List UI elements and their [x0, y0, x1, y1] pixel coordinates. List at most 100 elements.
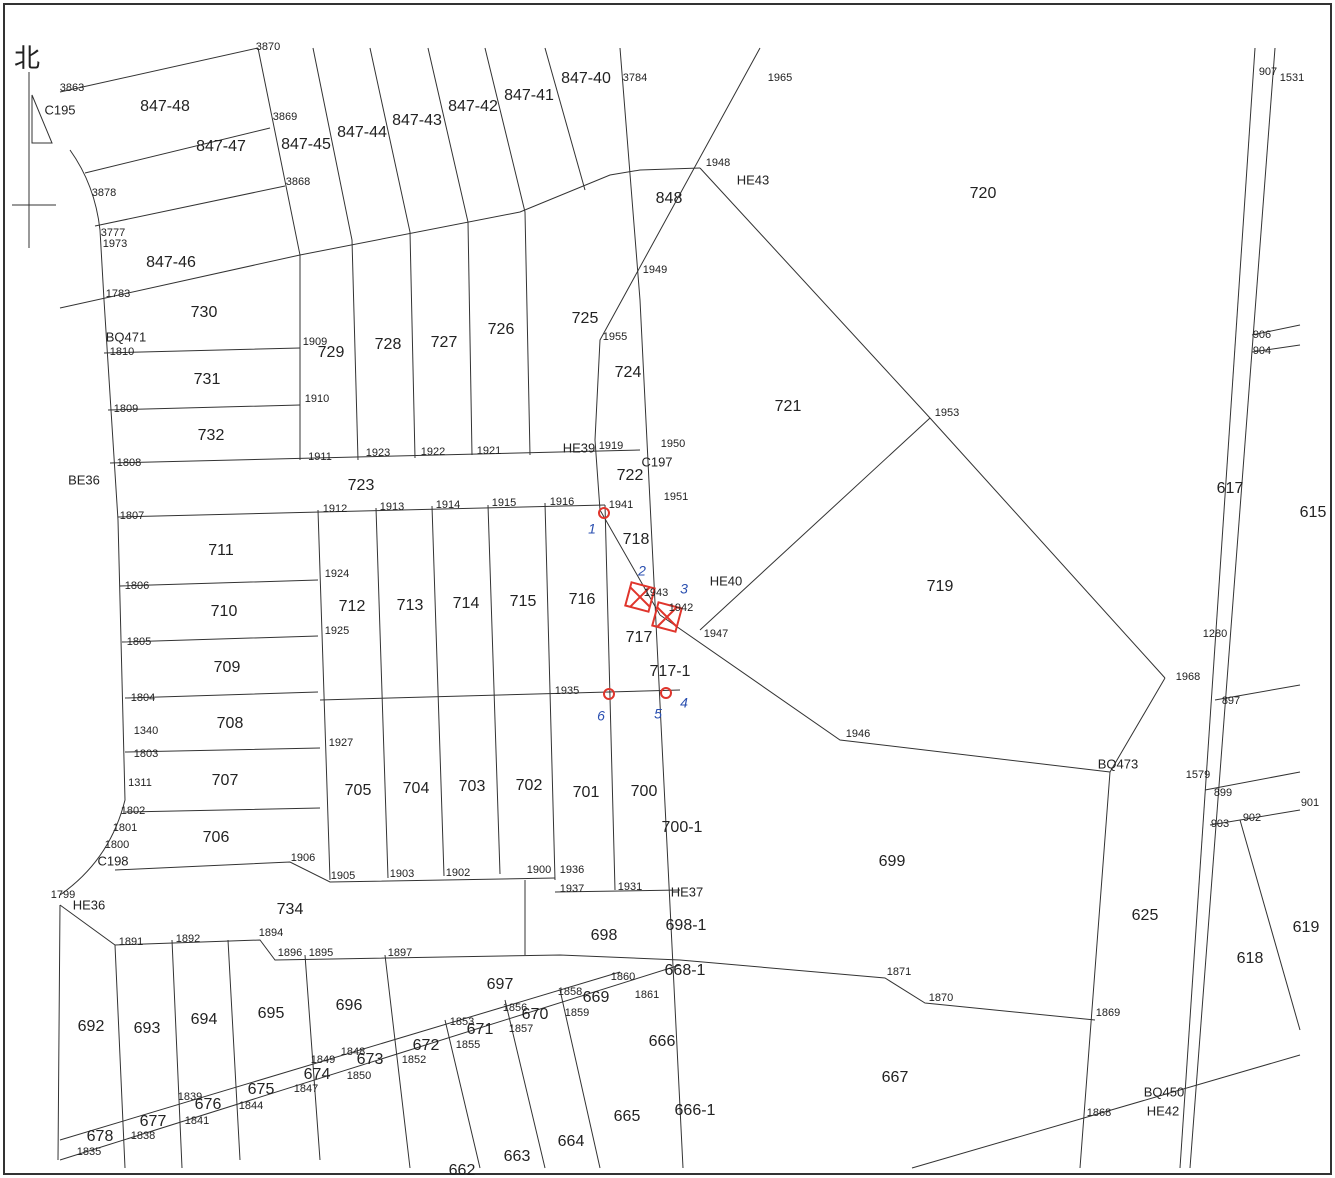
parcel-number: 693	[134, 1020, 161, 1037]
point-number: 1951	[664, 491, 688, 503]
parcel-number: 694	[191, 1011, 218, 1028]
point-number: 3878	[92, 187, 116, 199]
point-number: 1906	[291, 852, 315, 864]
handwritten-number: 6	[597, 708, 605, 724]
point-number: 1850	[347, 1070, 371, 1082]
parcel-number: 705	[345, 782, 372, 799]
point-number: 1916	[550, 496, 574, 508]
point-number: 1903	[390, 868, 414, 880]
parcel-number: 700-1	[662, 819, 703, 836]
handwritten-number: 4	[680, 695, 688, 711]
parcel-number: 664	[558, 1133, 585, 1150]
point-number: 1853	[450, 1016, 474, 1028]
point-number: 1924	[325, 568, 349, 580]
parcel-number: 712	[339, 598, 366, 615]
parcel-number: 698	[591, 927, 618, 944]
parcel-number: 674	[304, 1066, 331, 1083]
control-code: BQ473	[1098, 756, 1138, 771]
parcel-number: 706	[203, 829, 230, 846]
parcel-number: 667	[882, 1069, 909, 1086]
point-number: 1848	[341, 1046, 365, 1058]
point-number: 1911	[308, 451, 332, 463]
parcel-number: 847-44	[337, 124, 387, 141]
point-number: 1868	[1087, 1107, 1111, 1119]
parcel-number: 847-47	[196, 138, 246, 155]
point-number: 1809	[114, 403, 138, 415]
control-code: C198	[97, 853, 128, 868]
point-number: 907	[1259, 66, 1277, 78]
point-number: 1800	[105, 839, 129, 851]
point-number: 1857	[509, 1023, 533, 1035]
parcel-number: 847-48	[140, 98, 190, 115]
point-number: 1923	[366, 447, 390, 459]
parcel-number: 847-42	[448, 98, 498, 115]
point-number: 1973	[103, 238, 127, 250]
cadastral-map: 北	[0, 0, 1335, 1178]
point-number: 1922	[421, 446, 445, 458]
point-number: 1953	[935, 407, 959, 419]
parcel-number: 847-46	[146, 254, 196, 271]
point-number: 1935	[555, 685, 579, 697]
point-number: 1856	[503, 1002, 527, 1014]
point-number: 1968	[1176, 671, 1200, 683]
point-number: 1855	[456, 1039, 480, 1051]
point-number: 1931	[618, 881, 642, 893]
point-number: 1943	[644, 587, 668, 599]
point-number: 903	[1211, 818, 1229, 830]
point-number: 1896	[278, 947, 302, 959]
control-code: C195	[44, 102, 75, 117]
handwritten-number: 3	[680, 581, 688, 597]
point-number: 1805	[127, 636, 151, 648]
point-number: 1531	[1280, 72, 1304, 84]
point-number: 1859	[565, 1007, 589, 1019]
point-number: 1280	[1203, 628, 1227, 640]
point-number: 1914	[436, 499, 460, 511]
parcel-number: 666	[649, 1033, 676, 1050]
point-number: 1810	[110, 346, 134, 358]
control-code: HE39	[563, 440, 596, 455]
point-number: 899	[1214, 787, 1232, 799]
parcel-number: 720	[970, 185, 997, 202]
control-code: HE43	[737, 172, 770, 187]
point-number: 1849	[311, 1054, 335, 1066]
control-code: HE42	[1147, 1103, 1180, 1118]
point-number: 1949	[643, 264, 667, 276]
point-number: 1913	[380, 501, 404, 513]
point-number: 1807	[120, 510, 144, 522]
point-number: 1847	[294, 1083, 318, 1095]
parcel-number: 663	[504, 1148, 531, 1165]
point-number: 1900	[527, 864, 551, 876]
point-number: 897	[1222, 695, 1240, 707]
point-number: 3777	[101, 227, 125, 239]
point-number: 1919	[599, 440, 623, 452]
control-code: BE36	[68, 472, 100, 487]
point-number: 904	[1253, 345, 1271, 357]
parcel-number: 618	[1237, 950, 1264, 967]
point-number: 1948	[706, 157, 730, 169]
parcel-number: 697	[487, 976, 514, 993]
parcel-number: 721	[775, 398, 802, 415]
parcel-number: 709	[214, 659, 241, 676]
point-number: 3869	[273, 111, 297, 123]
point-number: 906	[1253, 329, 1271, 341]
parcel-number: 662	[449, 1162, 476, 1178]
parcel-number: 708	[217, 715, 244, 732]
point-number: 3863	[60, 82, 84, 94]
point-number: 1915	[492, 497, 516, 509]
point-number: 1941	[609, 499, 633, 511]
point-number: 1858	[558, 986, 582, 998]
parcel-number: 713	[397, 597, 424, 614]
handwritten-number: 1	[588, 521, 596, 537]
point-number: 3868	[286, 176, 310, 188]
point-number: 1799	[51, 889, 75, 901]
parcel-number: 710	[211, 603, 238, 620]
parcel-number: 716	[569, 591, 596, 608]
point-number: 1947	[704, 628, 728, 640]
parcel-number: 719	[927, 578, 954, 595]
point-number: 1912	[323, 503, 347, 515]
point-number: 1802	[121, 805, 145, 817]
point-number: 1909	[303, 336, 327, 348]
point-number: 1804	[131, 692, 155, 704]
parcel-number: 666-1	[675, 1102, 716, 1119]
point-number: 1579	[1186, 769, 1210, 781]
